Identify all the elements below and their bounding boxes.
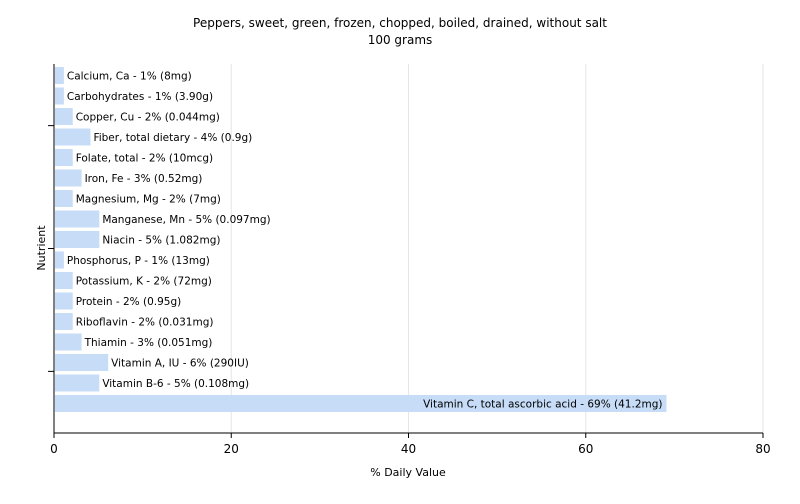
bar	[55, 374, 100, 392]
chart-title: Peppers, sweet, green, frozen, chopped, …	[193, 16, 607, 30]
x-tick-label: 60	[578, 442, 593, 456]
bar-label: Fiber, total dietary - 4% (0.9g)	[93, 132, 252, 144]
bar-label: Riboflavin - 2% (0.031mg)	[76, 317, 214, 329]
bar-label: Copper, Cu - 2% (0.044mg)	[76, 112, 220, 124]
bar-label: Phosphorus, P - 1% (13mg)	[67, 255, 210, 267]
bar-label: Carbohydrates - 1% (3.90g)	[67, 91, 213, 103]
bar	[55, 292, 73, 310]
bar-label: Calcium, Ca - 1% (8mg)	[67, 71, 192, 83]
x-tick-label: 0	[50, 442, 58, 456]
bar-label: Magnesium, Mg - 2% (7mg)	[76, 194, 221, 206]
bar-label: Vitamin C, total ascorbic acid - 69% (41…	[423, 399, 662, 411]
bar	[55, 169, 82, 187]
bar	[55, 87, 64, 105]
x-axis-label: % Daily Value	[370, 466, 446, 479]
bar	[55, 108, 73, 125]
bars: Calcium, Ca - 1% (8mg) Carbohydrates - 1%…	[55, 67, 667, 412]
bar-label: Manganese, Mn - 5% (0.097mg)	[102, 214, 270, 226]
bar-label: Protein - 2% (0.95g)	[76, 296, 182, 308]
bar-label: Folate, total - 2% (10mcg)	[76, 153, 213, 165]
bar	[55, 67, 64, 84]
axes: 0 20 40 60 80	[48, 64, 771, 456]
bar	[55, 128, 91, 146]
grid-lines	[230, 64, 764, 433]
bar	[55, 354, 109, 371]
x-tick-label: 20	[224, 442, 239, 456]
bar-label: Thiamin - 3% (0.051mg)	[84, 337, 213, 349]
chart-subtitle: 100 grams	[368, 33, 433, 47]
x-tick-label: 40	[401, 442, 416, 456]
bar	[55, 231, 100, 248]
y-axis-label: Nutrient	[35, 225, 48, 271]
bar-label: Niacin - 5% (1.082mg)	[102, 235, 220, 247]
bar	[55, 149, 73, 166]
bar	[55, 313, 73, 330]
bar	[55, 210, 100, 228]
bar-label: Vitamin A, IU - 6% (290IU)	[111, 358, 249, 370]
x-tick-label: 80	[755, 442, 770, 456]
bar	[55, 190, 73, 207]
bar	[55, 251, 64, 269]
bar	[55, 395, 667, 412]
bar-label: Vitamin B-6 - 5% (0.108mg)	[102, 378, 249, 390]
bar-label: Potassium, K - 2% (72mg)	[76, 276, 212, 288]
bar-label: Iron, Fe - 3% (0.52mg)	[85, 173, 203, 185]
bar	[55, 333, 82, 351]
bar	[55, 272, 73, 289]
